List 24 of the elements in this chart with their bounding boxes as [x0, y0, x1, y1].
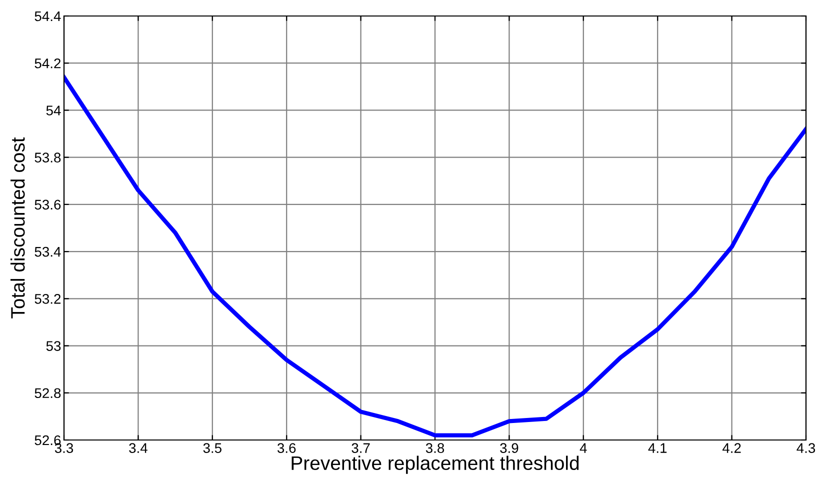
x-tick-label: 3.6 — [277, 443, 296, 453]
line-series — [64, 75, 806, 438]
y-tick-label: 52.8 — [34, 388, 61, 398]
y-tick-label: 53.2 — [34, 294, 61, 304]
x-tick-label: 3.8 — [426, 443, 444, 453]
x-tick-label: 4.3 — [796, 443, 816, 453]
x-tick-label: 3.5 — [203, 443, 222, 453]
y-tick-label: 53.6 — [34, 200, 61, 210]
y-axis-title: Total discounted cost — [10, 137, 25, 318]
x-tick-label: 4.1 — [648, 443, 667, 453]
y-tick-label: 53.8 — [34, 152, 61, 163]
y-tick-label: 52.6 — [34, 435, 61, 446]
y-tick-label: 54.2 — [34, 58, 61, 68]
x-tick-label: 4 — [580, 443, 587, 453]
y-tick-label: 53 — [46, 341, 61, 351]
x-axis-title: Preventive replacement threshold — [292, 456, 579, 474]
y-tick-label: 53.4 — [34, 246, 61, 257]
y-tick-label: 54.4 — [34, 11, 61, 22]
y-tick-label: 54 — [46, 106, 61, 116]
x-tick-label: 3.9 — [500, 443, 518, 453]
x-tick-label: 3.3 — [54, 443, 74, 453]
x-tick-label: 3.7 — [352, 443, 370, 453]
x-tick-label: 4.2 — [722, 443, 741, 453]
x-tick-label: 3.4 — [129, 443, 148, 453]
